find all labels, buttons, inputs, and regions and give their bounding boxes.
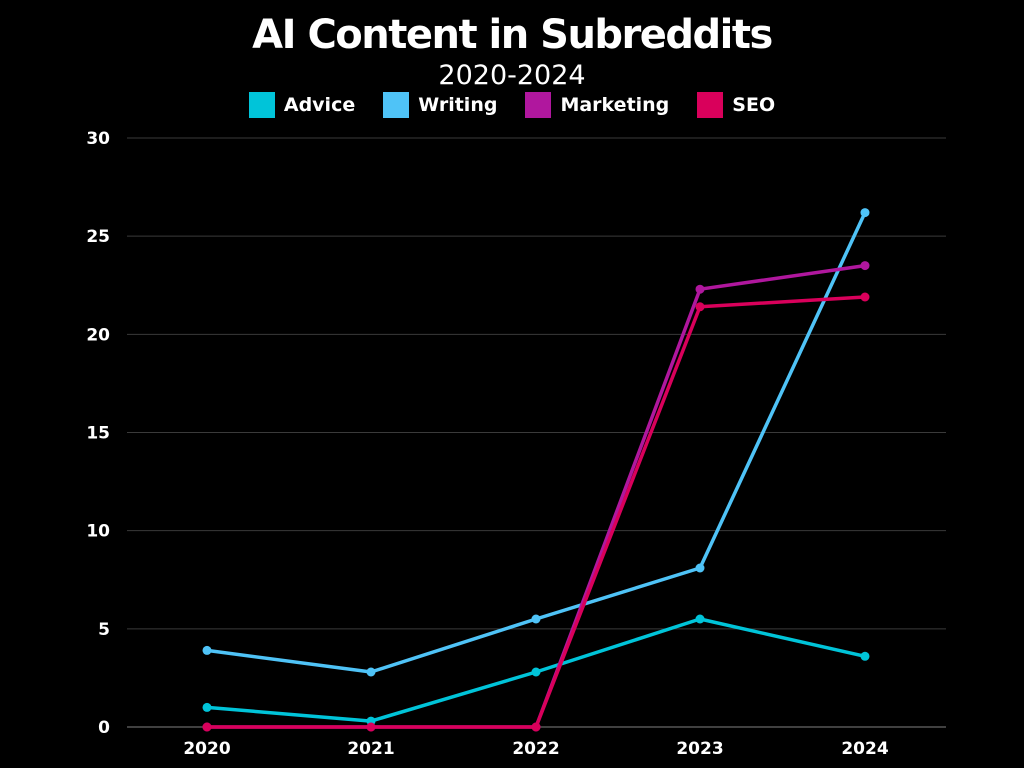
data-point-writing-2020	[202, 645, 212, 655]
data-point-advice-2023	[695, 614, 705, 624]
legend-label-seo: SEO	[732, 94, 776, 116]
legend-swatch-advice	[248, 92, 275, 118]
x-tick-label-2023: 2023	[676, 739, 723, 759]
legend-item-advice: Advice	[248, 92, 356, 118]
y-tick-label-10: 10	[86, 522, 110, 542]
x-tick-label-2020: 2020	[183, 739, 230, 759]
x-tick-label-2024: 2024	[841, 739, 888, 759]
data-point-advice-2024	[860, 651, 870, 661]
legend-label-writing: Writing	[418, 94, 498, 116]
x-tick-label-2022: 2022	[512, 739, 559, 759]
data-point-seo-2020	[202, 722, 212, 732]
y-tick-label-0: 0	[98, 718, 110, 738]
data-point-writing-2024	[860, 208, 870, 218]
legend-item-seo: SEO	[697, 92, 775, 118]
x-tick-label-2021: 2021	[347, 739, 394, 759]
data-point-marketing-2024	[860, 261, 870, 271]
legend-swatch-marketing	[525, 92, 552, 118]
series-line-writing	[205, 210, 867, 674]
data-point-advice-2022	[531, 667, 541, 677]
data-point-writing-2022	[531, 614, 541, 624]
data-point-seo-2024	[860, 292, 870, 302]
chart-title: AI Content in Subreddits	[252, 12, 773, 58]
chart-subtitle: 2020-2024	[438, 60, 586, 91]
y-tick-label-15: 15	[86, 424, 110, 444]
data-point-marketing-2023	[695, 284, 705, 294]
data-point-writing-2021	[366, 667, 376, 677]
data-point-writing-2023	[695, 563, 705, 573]
legend-swatch-seo	[697, 92, 724, 118]
legend: Advice Writing Marketing SEO	[0, 92, 1024, 118]
legend-item-marketing: Marketing	[525, 92, 669, 118]
data-point-seo-2023	[695, 302, 705, 312]
legend-label-advice: Advice	[283, 94, 356, 116]
data-point-seo-2021	[366, 722, 376, 732]
legend-swatch-writing	[383, 92, 410, 118]
y-tick-label-5: 5	[98, 620, 110, 640]
y-tick-label-20: 20	[86, 325, 110, 345]
data-point-seo-2022	[531, 722, 541, 732]
legend-label-marketing: Marketing	[560, 94, 670, 116]
y-tick-label-25: 25	[86, 227, 110, 247]
legend-item-writing: Writing	[383, 92, 497, 118]
y-tick-label-30: 30	[86, 129, 110, 149]
data-point-advice-2020	[202, 702, 212, 712]
